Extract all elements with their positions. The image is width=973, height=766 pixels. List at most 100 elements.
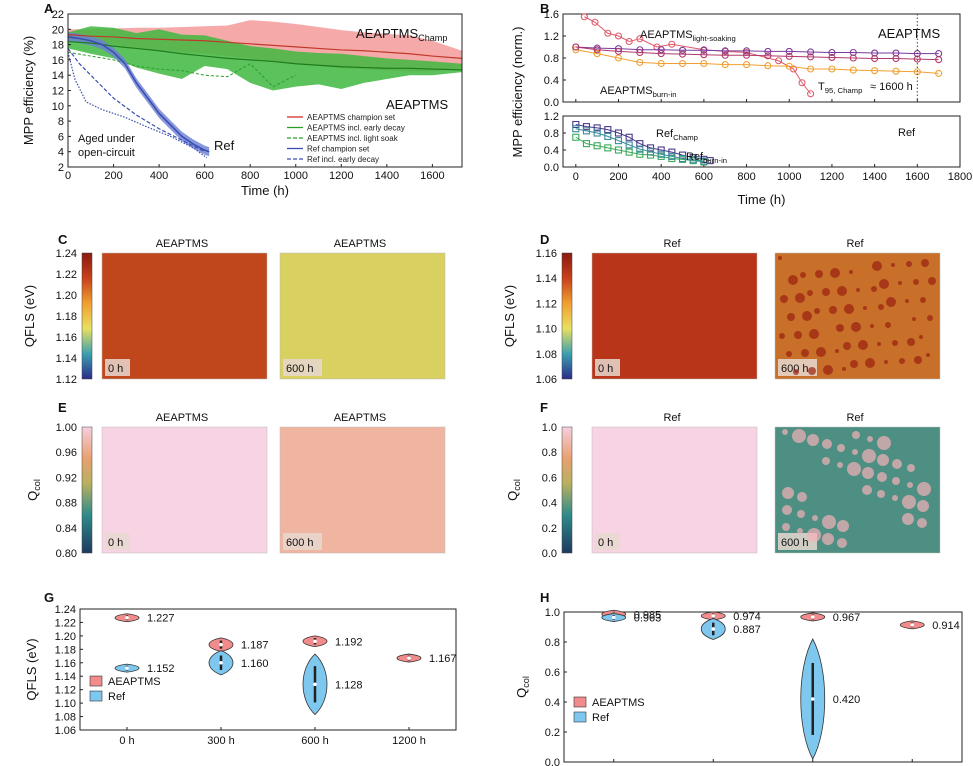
texture-dot xyxy=(778,256,782,260)
data-point xyxy=(807,65,815,73)
texture-dot xyxy=(878,304,884,310)
colorbar xyxy=(81,426,93,554)
legend-label: Ref incl. early decay xyxy=(307,155,379,164)
label-ref-champ-main: Ref xyxy=(656,128,674,140)
legend-swatch xyxy=(89,675,103,687)
y-tick-label: 1.22 xyxy=(55,617,76,629)
texture-dot xyxy=(822,533,834,545)
time-label: 0 h xyxy=(598,363,613,375)
y-tick-label: 0.4 xyxy=(545,697,560,709)
data-point xyxy=(604,144,612,152)
value-label: 0.887 xyxy=(733,624,761,636)
data-point xyxy=(582,123,591,131)
texture-dot xyxy=(872,261,882,271)
legend-label: Ref champion set xyxy=(307,145,370,154)
series-ref-early xyxy=(67,48,205,153)
map-image xyxy=(279,252,446,380)
map-texture xyxy=(778,256,936,548)
colorbar-tick: 0.96 xyxy=(56,447,77,459)
colorbar-tick: 1.00 xyxy=(56,422,77,434)
texture-dot xyxy=(830,268,840,278)
y-tick-label: 1.12 xyxy=(55,685,76,697)
data-point xyxy=(657,50,665,58)
time-badge xyxy=(283,533,322,550)
t95-label: T95, Champ xyxy=(818,81,862,95)
y-tick-label: 0.6 xyxy=(545,667,560,679)
x-tick-label: 0 xyxy=(65,170,71,182)
legend-label: AEAPTMS incl. early decay xyxy=(307,124,405,133)
map-image xyxy=(101,426,268,554)
x-tick-label: 800 xyxy=(241,170,259,182)
data-point xyxy=(625,37,633,46)
image-title: Ref xyxy=(846,412,864,424)
y-tick-label: 0.8 xyxy=(545,637,560,649)
texture-dot xyxy=(779,333,785,339)
data-point xyxy=(785,47,793,55)
aeaptms-band xyxy=(68,26,462,91)
texture-dot xyxy=(807,434,819,446)
y-tick-label: 1.2 xyxy=(544,31,559,43)
texture-dot xyxy=(877,342,881,346)
data-point xyxy=(593,46,601,54)
data-point xyxy=(807,90,815,98)
x-axis-label: Time (h) xyxy=(241,183,289,198)
label-ref-burn-sub: burn-in xyxy=(703,156,727,165)
texture-dot xyxy=(793,369,799,375)
colorbar-tick: 0.88 xyxy=(56,498,77,510)
value-label: 1.227 xyxy=(147,613,175,625)
data-point xyxy=(582,127,591,135)
texture-dot xyxy=(906,261,912,267)
y-tick-label: 1.2 xyxy=(544,111,559,123)
texture-dot xyxy=(902,495,916,509)
x-tick-label: 400 xyxy=(150,170,168,182)
data-point xyxy=(604,126,612,134)
data-point xyxy=(892,54,900,63)
texture-dot xyxy=(829,306,837,314)
texture-dot xyxy=(862,467,874,479)
y-tick-label: 1.24 xyxy=(55,604,76,616)
data-point xyxy=(668,40,676,48)
violin-median xyxy=(711,627,716,631)
champ-label-main: AEAPTMS xyxy=(356,26,418,41)
value-label: 0.963 xyxy=(634,613,662,625)
legend-swatch xyxy=(573,696,587,708)
y-tick-label: 0.4 xyxy=(544,75,559,87)
series-early-decay xyxy=(67,40,463,71)
data-point xyxy=(668,152,676,160)
texture-dot xyxy=(802,311,812,321)
violin-median xyxy=(407,656,411,660)
y-tick-label: 1.14 xyxy=(55,671,76,683)
y-tick-label: 2 xyxy=(58,162,64,174)
texture-dot xyxy=(877,490,885,498)
data-point xyxy=(572,125,580,133)
colorbar-tick: 1.06 xyxy=(536,374,557,386)
colorbar-tick: 0.84 xyxy=(56,523,77,535)
time-label: 0 h xyxy=(598,537,613,549)
value-label: 1.187 xyxy=(241,640,269,652)
map-image xyxy=(591,252,758,380)
colorbar-tick: 1.16 xyxy=(56,332,77,344)
texture-dot xyxy=(919,335,923,339)
value-label: 1.152 xyxy=(147,663,175,675)
texture-dot xyxy=(927,315,933,321)
y-tick-label: 1.08 xyxy=(55,712,76,724)
time-label: 600 h xyxy=(781,363,809,375)
panel-letter-C: C xyxy=(58,232,68,247)
texture-dot xyxy=(822,439,832,449)
data-point xyxy=(743,61,751,69)
y-tick-label: 0.0 xyxy=(545,757,560,766)
value-label: 0.914 xyxy=(932,620,960,632)
data-point xyxy=(871,67,879,75)
y-tick-label: 1.6 xyxy=(544,9,559,21)
series-line xyxy=(575,49,939,74)
data-point xyxy=(849,66,857,74)
x-tick-label: 0 xyxy=(573,171,579,183)
value-label: 0.974 xyxy=(733,611,761,623)
texture-dot xyxy=(865,358,875,368)
texture-dot xyxy=(837,286,847,296)
label-ref-champ-sub: Champ xyxy=(673,133,698,142)
data-point xyxy=(614,137,623,145)
value-label: 0.420 xyxy=(833,694,861,706)
data-point xyxy=(700,59,708,68)
texture-dot xyxy=(844,304,854,314)
